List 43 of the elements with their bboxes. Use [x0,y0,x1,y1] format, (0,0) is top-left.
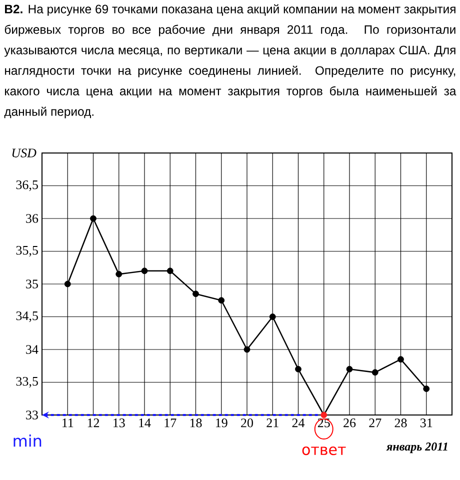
x-tick-label: 19 [216,418,228,428]
x-tick-label: 14 [139,418,151,428]
x-tick-label: 18 [190,418,202,428]
x-tick-label: 31 [420,418,432,428]
annotation: ответ [302,446,346,456]
x-tick-label: 25 [318,418,330,428]
x-tick-label: 27 [369,418,382,428]
point [244,346,250,353]
point [320,412,328,418]
point [372,369,378,376]
y-tick-label: 36 [26,214,38,223]
x-tick-label: 13 [114,418,125,428]
x-tick-label: 24 [292,418,305,428]
x-tick-label: 20 [241,418,253,428]
y-tick-label: 35 [26,280,38,288]
point [166,268,174,274]
chart-title: B2. На рисунке 69 точками показана цена акций компании на момент закрытия биржевых торгов во все рабочие дни января 2011 года. По горизонтали указываются числа месяца, по вертикали — цена акции в долларах США. Для наглядности точки на рисунке соединены линией. Определите по рисунку, какого числа цена акции на момент закрытия торгов была наименьшей за данный период. [4,4,456,118]
point [90,215,96,222]
legend-label: min [14,434,42,447]
point [269,314,276,320]
y-tick-label: 33,5 [16,376,38,388]
x-tick-label: 11 [62,418,74,428]
y-axis-title: USD [12,148,36,158]
y-tick-label: 35,5 [16,246,38,257]
point [295,366,302,372]
x-tick-label: 28 [394,418,407,428]
x-tick-label: 21 [266,418,278,428]
y-tick-label: 34,5 [16,311,38,322]
x-axis-title: январь 2011 [386,442,448,454]
point [116,270,122,278]
point [141,268,148,274]
y-tick-label: 34 [26,345,38,354]
point [346,366,353,372]
point [64,280,71,288]
x-tick-label: 12 [88,418,100,428]
point [192,290,199,298]
point [423,386,430,392]
point [218,297,225,304]
x-tick-label: 17 [164,418,176,428]
y-tick-label: 36,5 [16,180,38,192]
x-tick-label: 26 [344,418,356,428]
y-tick-label: 33 [26,410,38,420]
point [398,356,404,363]
